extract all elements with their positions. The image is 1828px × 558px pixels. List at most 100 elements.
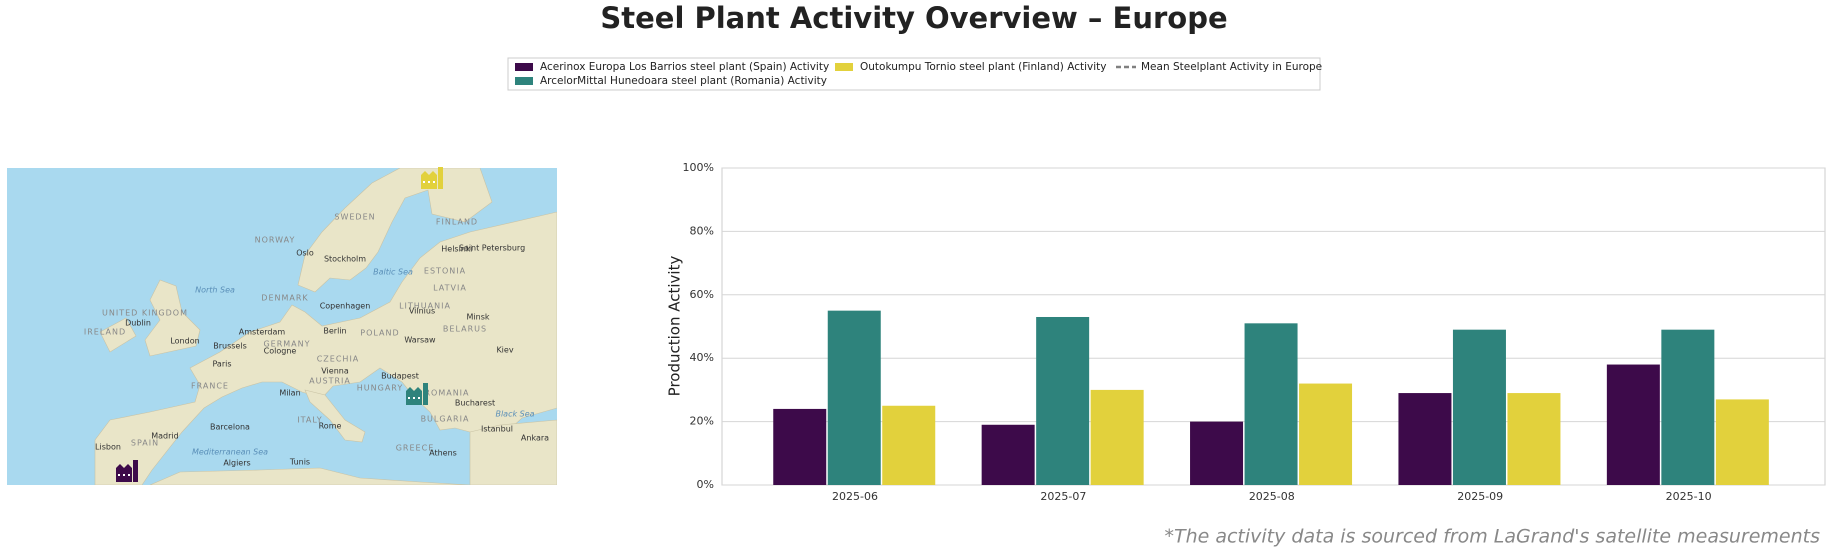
- plant-icon-window: [408, 397, 410, 399]
- land-mainland: [94, 211, 557, 485]
- map-label: Lisbon: [95, 443, 121, 452]
- map-label: Minsk: [467, 313, 490, 322]
- map-label: GERMANY: [263, 340, 310, 349]
- plant-icon-chimney: [133, 460, 138, 482]
- legend-label: Outokumpu Tornio steel plant (Finland) A…: [860, 61, 1106, 73]
- map-label: ESTONIA: [424, 267, 466, 276]
- bar: [1715, 399, 1769, 485]
- legend-label: Mean Steelplant Activity in Europe: [1141, 61, 1322, 73]
- map-label: Barcelona: [210, 423, 250, 432]
- x-tick-label: 2025-07: [1040, 490, 1086, 503]
- plant-icon: [116, 460, 138, 482]
- x-tick-label: 2025-08: [1249, 490, 1295, 503]
- y-tick-label: 100%: [683, 161, 714, 174]
- map-label: DENMARK: [261, 294, 308, 303]
- legend-swatch: [835, 63, 853, 71]
- map-label: LATVIA: [433, 284, 467, 293]
- map-label: POLAND: [360, 329, 399, 338]
- map-label: Rome: [319, 422, 342, 431]
- plant-icon-window: [118, 474, 120, 476]
- plant-icon-window: [423, 181, 425, 183]
- land-uk: [144, 279, 201, 357]
- map-label: Saint Petersburg: [459, 244, 525, 253]
- footnote: *The activity data is sourced from LaGra…: [1164, 526, 1820, 548]
- bar: [1606, 364, 1660, 485]
- map-label: Oslo: [296, 249, 314, 258]
- map-label: SPAIN: [131, 439, 159, 448]
- map-label: Madrid: [151, 432, 178, 441]
- plant-icon-window: [123, 474, 125, 476]
- map-label: Cologne: [264, 347, 297, 356]
- map-label: Paris: [212, 360, 231, 369]
- map-label: London: [170, 337, 199, 346]
- bar: [1036, 316, 1090, 485]
- map-label: LITHUANIA: [399, 302, 451, 311]
- y-tick-label: 20%: [690, 415, 714, 428]
- map-label: ITALY: [297, 416, 322, 425]
- map-label: ROMANIA: [424, 389, 469, 398]
- y-tick-label: 0%: [697, 478, 714, 491]
- y-tick-label: 80%: [690, 224, 714, 237]
- legend-swatch: [515, 63, 533, 71]
- map-label: SWEDEN: [334, 213, 375, 222]
- land-turkey: [469, 419, 557, 485]
- chart-title: Steel Plant Activity Overview – Europe: [600, 1, 1227, 35]
- map-label: GREECE: [396, 444, 435, 453]
- land-africa: [149, 467, 471, 485]
- map-label: UNITED KINGDOM: [102, 309, 188, 318]
- plant-icon: [406, 383, 428, 405]
- map-label: BELARUS: [443, 325, 487, 334]
- bar: [1507, 393, 1561, 485]
- plant-icon-window: [428, 181, 430, 183]
- bar: [1299, 383, 1353, 485]
- map-label: Copenhagen: [320, 302, 371, 311]
- map-water-label: North Sea: [195, 286, 235, 295]
- map-label: Athens: [429, 449, 457, 458]
- plant-icon-chimney: [438, 167, 443, 189]
- legend-label: ArcelorMittal Hunedoara steel plant (Rom…: [540, 75, 827, 87]
- map-label: FRANCE: [191, 382, 229, 391]
- plant-icon-window: [418, 397, 420, 399]
- bar: [827, 310, 881, 485]
- map-label: Vienna: [321, 367, 349, 376]
- map-label: Budapest: [381, 372, 419, 381]
- map-label: CZECHIA: [317, 355, 360, 364]
- map-label: HUNGARY: [357, 384, 403, 393]
- x-tick-label: 2025-09: [1457, 490, 1503, 503]
- map-label: Vilnius: [409, 307, 435, 316]
- map-water-label: Black Sea: [495, 410, 534, 419]
- legend-label: Acerinox Europa Los Barrios steel plant …: [540, 61, 829, 73]
- map-label: IRELAND: [84, 328, 126, 337]
- map-label: Amsterdam: [239, 328, 286, 337]
- bar: [1244, 323, 1298, 485]
- bar: [981, 424, 1035, 485]
- map-label: Kiev: [496, 346, 513, 355]
- x-tick-label: 2025-10: [1666, 490, 1712, 503]
- map-label: NORWAY: [255, 236, 296, 245]
- map-label: Dublin: [125, 319, 151, 328]
- legend-box: [507, 57, 1321, 91]
- y-tick-label: 60%: [690, 288, 714, 301]
- bar: [1661, 329, 1715, 485]
- map-label: AUSTRIA: [309, 377, 351, 386]
- map-label: BULGARIA: [421, 415, 470, 424]
- map-label: Stockholm: [324, 255, 366, 264]
- land-italy: [304, 389, 366, 443]
- bar: [1452, 329, 1506, 485]
- map-label: Istanbul: [481, 425, 513, 434]
- plant-icon-window: [413, 397, 415, 399]
- plant-icon-roof: [116, 464, 132, 468]
- map-label: Tunis: [289, 458, 310, 467]
- land-ireland: [99, 317, 137, 353]
- bar: [882, 405, 936, 485]
- plant-icon-chimney: [423, 383, 428, 405]
- bar: [1190, 421, 1244, 485]
- map-label: Helsinki: [441, 245, 472, 254]
- map-label: Ankara: [521, 434, 549, 443]
- plant-icon-window: [433, 181, 435, 183]
- map-water-label: Mediterranean Sea: [192, 448, 268, 457]
- plant-icon-roof: [421, 171, 437, 175]
- bar: [1398, 393, 1452, 485]
